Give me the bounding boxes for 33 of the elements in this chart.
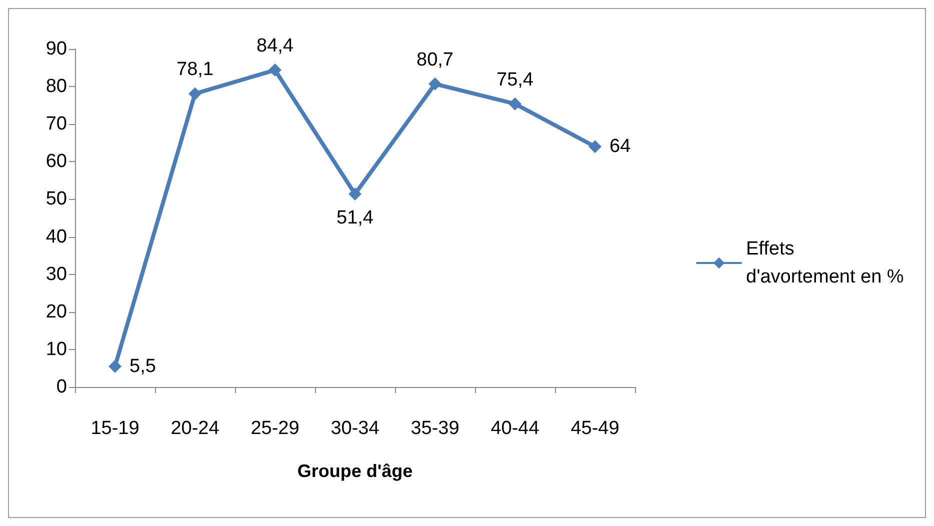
point — [508, 97, 522, 110]
point — [588, 140, 602, 154]
y-tick-label: 40 — [46, 226, 67, 248]
data-label: 51,4 — [336, 207, 374, 228]
data-label: 64 — [610, 136, 632, 158]
legend-label: Effets d'avortement en % — [746, 238, 904, 288]
x-tick-label: 30-34 — [330, 418, 380, 439]
data-label: 75,4 — [496, 69, 534, 90]
y-tick-label: 30 — [46, 264, 67, 285]
data-label: 5,5 — [130, 356, 156, 377]
y-tick-label: 60 — [46, 151, 67, 172]
x-tick-label: 35-39 — [410, 418, 460, 439]
data-label: 78,1 — [176, 59, 214, 80]
point — [188, 87, 202, 100]
point — [428, 77, 442, 90]
y-tick-label: 50 — [46, 188, 67, 210]
data-label: 80,7 — [416, 49, 454, 70]
x-tick-label: 15-19 — [90, 418, 140, 439]
x-axis-title: Groupe d'âge — [297, 461, 413, 481]
x-tick-label: 40-44 — [490, 418, 540, 439]
x-tick-label: 25-29 — [250, 418, 300, 439]
data-label: 84,4 — [256, 36, 294, 57]
x-tick-label: 20-24 — [170, 418, 220, 439]
y-tick-label: 0 — [56, 376, 67, 398]
y-tick-label: 80 — [46, 76, 67, 98]
point — [108, 360, 122, 373]
y-tick-label: 10 — [46, 338, 67, 360]
point — [348, 187, 362, 200]
point — [268, 64, 282, 77]
y-tick-label: 20 — [46, 301, 67, 322]
x-tick-label: 45-49 — [570, 418, 620, 439]
y-tick-label: 70 — [46, 114, 67, 135]
y-tick-label: 90 — [46, 38, 67, 60]
